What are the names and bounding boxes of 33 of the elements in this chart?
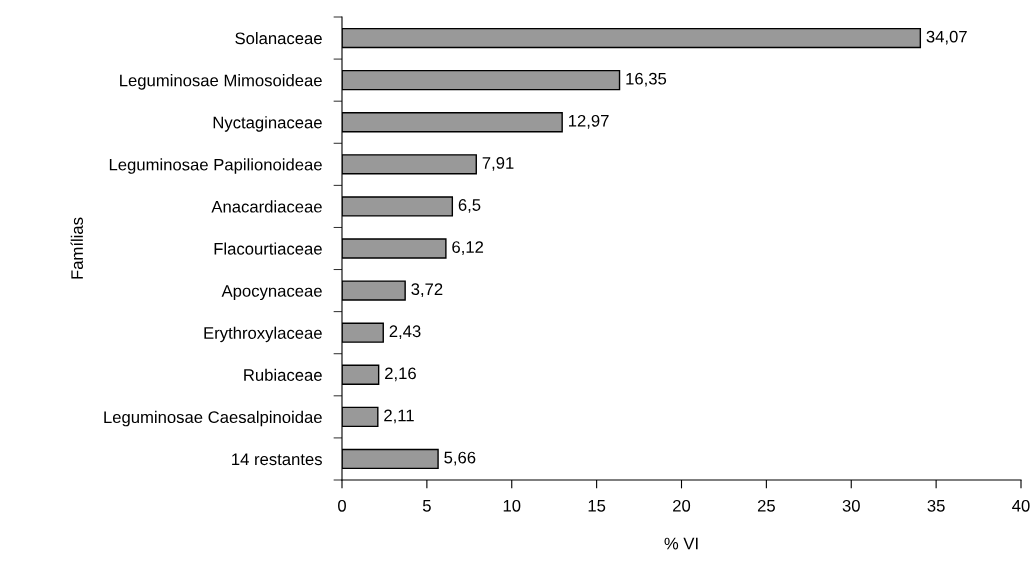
y-tick-label: Leguminosae Mimosoideae [120, 74, 322, 90]
y-tick-label: 14 restantes [232, 453, 322, 466]
y-tick-label: Leguminosae Caesalpinoidae [104, 410, 322, 427]
data-label: 34,07 [926, 30, 967, 45]
y-tick-label: Apocynaceae [221, 285, 322, 301]
data-label: 6,12 [452, 241, 484, 255]
y-tick-label: Anacardiaceae [211, 200, 322, 213]
x-tick-label: 20 [673, 499, 691, 512]
data-label: 2,11 [384, 409, 414, 424]
x-tick-label: 10 [503, 499, 521, 512]
x-tick-label: 15 [588, 500, 606, 512]
data-label: 7,91 [482, 156, 514, 171]
data-label: 5,66 [444, 451, 476, 466]
x-tick-label: 35 [927, 499, 945, 512]
x-tick-label: 0 [338, 499, 346, 512]
y-tick-label: Erythroxylaceae [204, 326, 322, 343]
data-label: 12,97 [568, 114, 609, 129]
data-label: 16,35 [626, 72, 667, 87]
y-tick-label: Solanaceae [235, 32, 322, 45]
data-label: 3,72 [411, 283, 443, 298]
y-tick-label: Nyctaginaceae [213, 116, 322, 132]
x-tick-label: 5 [422, 500, 431, 512]
x-tick-label: 25 [757, 499, 775, 512]
y-tick-label: Leguminosae Papilionoideae [109, 158, 322, 174]
y-axis-title: Famílias [70, 217, 84, 279]
data-label: 6,5 [458, 199, 481, 213]
data-label: 2,16 [385, 367, 416, 382]
x-tick-label: 40 [1012, 499, 1030, 512]
y-tick-label: Rubiaceae [244, 368, 322, 381]
x-tick-label: 30 [842, 499, 860, 512]
x-axis-title: % VI [664, 537, 698, 550]
data-label: 2,43 [389, 325, 421, 340]
y-tick-label: Flacourtiaceae [214, 242, 322, 255]
